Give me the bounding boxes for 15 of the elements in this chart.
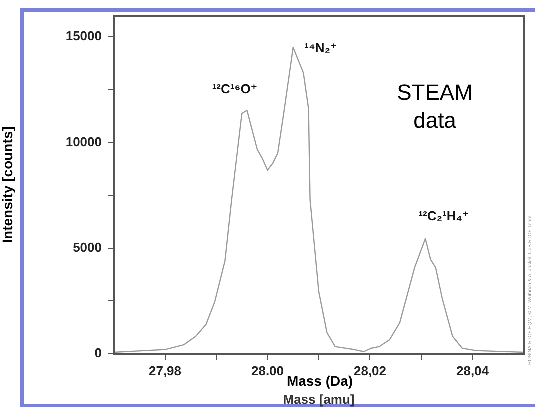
text: Mass (Da): [286, 372, 354, 389]
annotation: ¹⁴N₂⁺: [304, 40, 338, 56]
y-tick-label: 10000: [66, 134, 102, 150]
x-tick-label: 27,98: [148, 363, 182, 378]
y-tick-label: 0: [94, 346, 102, 361]
x-axis-title: Mass [amu]: [283, 392, 355, 407]
y-axis-title: Intensity [counts]: [0, 126, 16, 244]
annotation: STEAM data: [397, 80, 473, 134]
y-tick-label: 15000: [66, 28, 102, 44]
annotation: ¹²C¹⁶O⁺: [212, 82, 258, 97]
y-tick-label: 5000: [73, 240, 102, 255]
x-tick-label: 28,04: [456, 363, 490, 378]
x-tick-label: 28,02: [354, 363, 387, 378]
annotation: ¹²C₂¹H₄⁺: [418, 208, 470, 224]
x-tick-label: 28.00: [251, 363, 284, 378]
